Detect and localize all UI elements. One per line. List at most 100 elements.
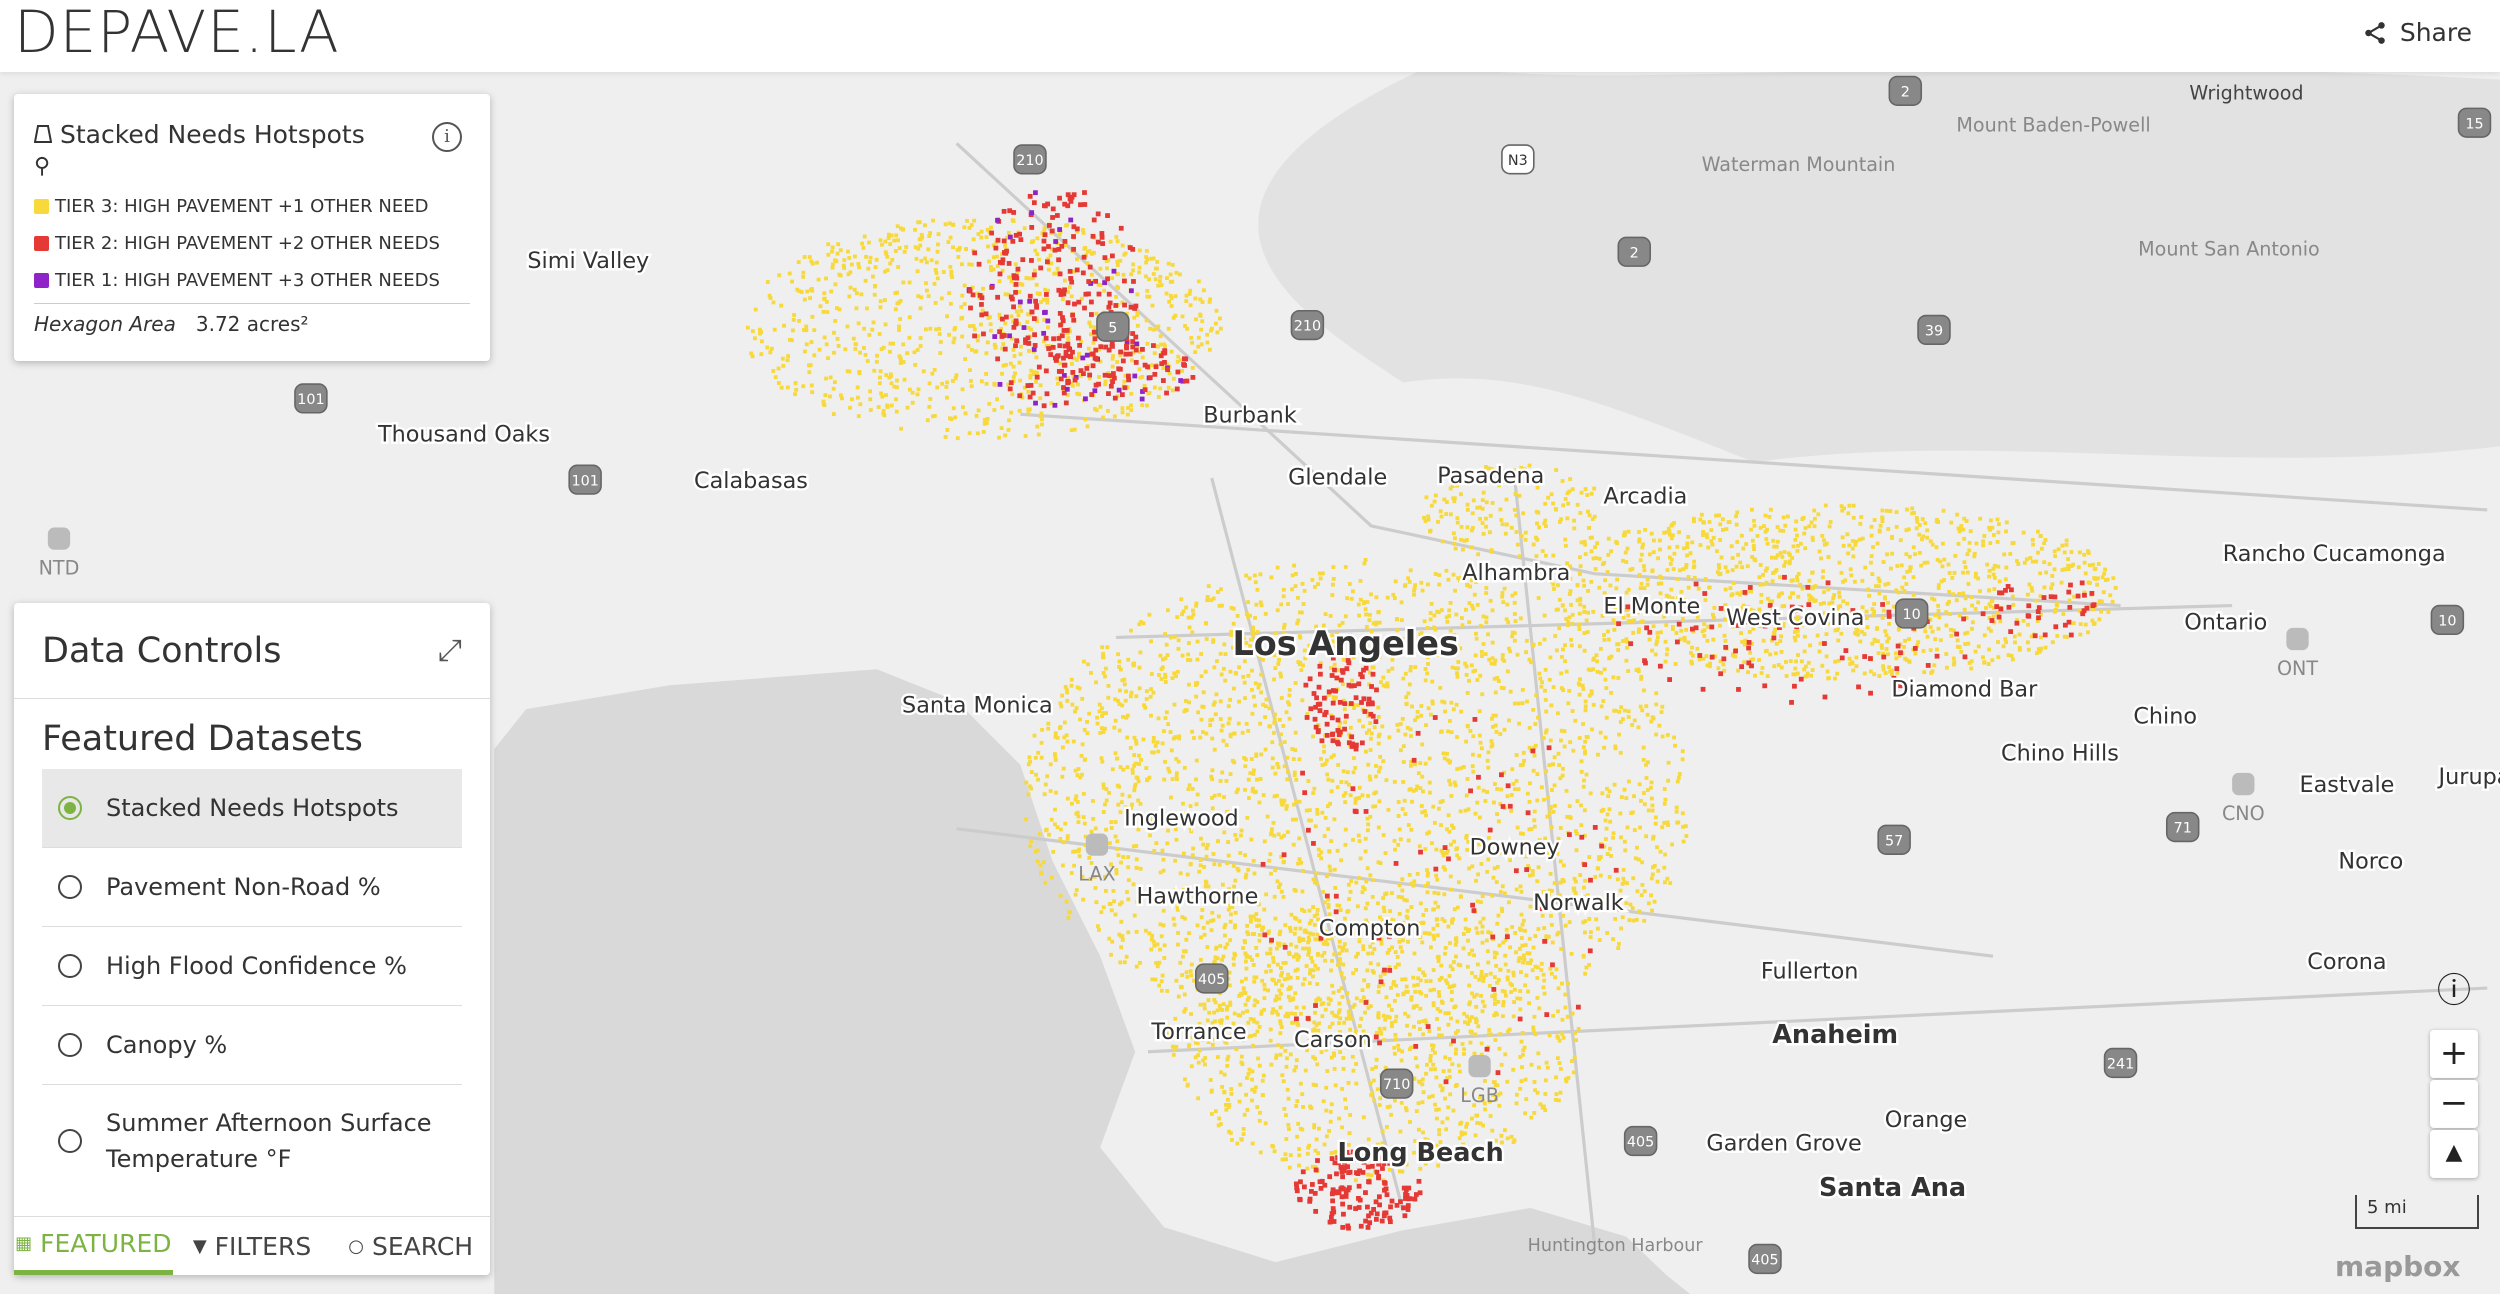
hotspot [1222,1090,1227,1095]
hotspot [892,384,897,389]
hotspot [1284,710,1289,715]
hotspot [1117,702,1122,706]
hotspot [1458,646,1463,651]
hotspot [1582,583,1586,588]
hotspot [1131,268,1136,273]
hotspot [1178,871,1183,876]
hotspot [1421,1032,1426,1037]
hotspot [1928,625,1933,630]
hotspot [1351,756,1356,761]
hotspot [1154,841,1159,846]
hotspot [1318,661,1323,666]
hotspot [1260,978,1265,983]
hotspot [1210,326,1214,331]
hotspot [1277,658,1282,662]
hotspot [1263,715,1268,720]
hotspot [843,347,848,352]
hotspot [1145,294,1150,299]
hotspot [1185,1082,1190,1087]
hotspot [1413,1139,1417,1143]
hotspot [1093,333,1098,338]
hotspot [1210,736,1215,741]
hotspot [1368,873,1373,878]
hotspot [1241,1132,1246,1137]
hotspot [1010,336,1014,341]
hotspot [1420,1100,1425,1105]
hotspot [1393,579,1398,584]
hotspot [1818,602,1823,606]
hotspot [1573,829,1578,834]
hotspot [1204,637,1209,641]
hotspot [1781,624,1786,628]
hotspot [938,340,943,344]
hotspot [1385,1014,1390,1019]
hotspot [1817,549,1822,554]
hotspot [1045,297,1050,302]
hotspot [1520,1065,1524,1070]
hotspot [1495,676,1500,680]
hotspot [1890,672,1894,676]
hotspot [1650,872,1655,877]
hotspot [1049,875,1054,880]
hotspot [986,244,990,249]
hotspot [1557,1061,1562,1065]
hotspot [2064,538,2069,543]
hotspot [960,315,965,320]
hotspot [1131,262,1136,267]
hotspot [1180,653,1185,658]
hotspot [1512,847,1517,851]
hotspot [1345,991,1350,995]
hotspot [1605,931,1610,935]
hotspot [1444,568,1449,573]
hotspot [1118,688,1122,693]
hotspot [1277,988,1282,993]
hotspot [1197,1048,1202,1053]
hotspot [1477,733,1482,738]
hotspot [1348,1113,1353,1117]
hotspot [1466,1021,1470,1026]
hotspot [1203,1062,1207,1067]
hotspot [1522,957,1527,962]
hotspot [1227,716,1232,721]
hotspot [1268,724,1272,729]
hotspot [1500,884,1505,889]
hotspot [1260,928,1264,932]
hotspot [805,289,810,294]
hotspot [1274,946,1279,951]
hotspot [1423,1137,1428,1142]
hotspot [1151,739,1156,744]
hotspot [1429,637,1434,642]
hotspot [969,379,973,383]
hotspot [1399,1058,1404,1063]
hotspot [1381,982,1386,987]
hotspot [1933,637,1938,642]
hotspot [1176,931,1180,935]
hotspot [1583,552,1588,557]
hotspot [1441,853,1446,858]
hotspot [2090,618,2095,623]
hotspot [1594,556,1598,560]
hotspot [1126,855,1131,859]
hotspot [1775,525,1780,529]
hotspot [1303,656,1308,661]
hotspot [1969,659,1974,664]
hotspot [1190,853,1195,858]
hotspot [1142,816,1147,821]
hotspot [1481,848,1485,853]
hotspot [1045,774,1050,779]
hotspot [1793,666,1798,671]
hotspot [1306,779,1311,783]
hotspot [2100,575,2105,580]
hotspot [1493,658,1498,663]
hotspot [1530,872,1535,877]
hotspot [1442,700,1447,705]
hotspot [1967,548,1972,553]
hotspot [1126,878,1131,883]
hotspot [1062,720,1067,725]
hotspot [1242,680,1247,685]
hotspot [1033,755,1038,760]
hotspot [1196,1053,1201,1058]
hotspot [1521,960,1525,965]
hotspot [1143,928,1148,933]
hotspot [1336,668,1340,673]
